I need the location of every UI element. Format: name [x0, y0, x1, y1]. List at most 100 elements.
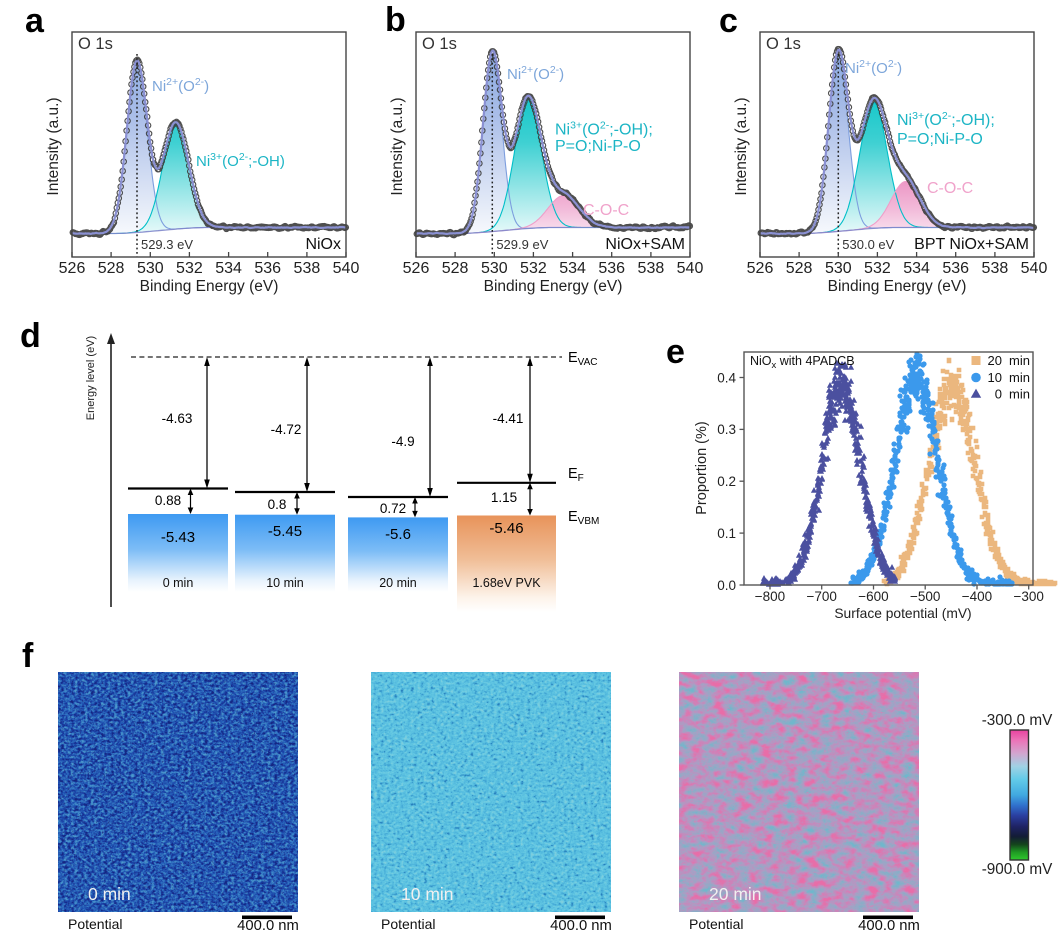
svg-text:532: 532: [864, 260, 891, 277]
svg-text:10 min: 10 min: [401, 884, 454, 904]
svg-text:0.1: 0.1: [717, 526, 736, 541]
svg-text:Ni3+(O2-;-OH): Ni3+(O2-;-OH): [196, 151, 285, 170]
svg-text:Ni3+(O2-;-OH);: Ni3+(O2-;-OH);: [555, 120, 653, 139]
svg-text:526: 526: [747, 260, 774, 277]
svg-text:min: min: [1009, 370, 1030, 385]
svg-text:528: 528: [98, 260, 125, 277]
svg-text:528: 528: [786, 260, 813, 277]
svg-text:0.8: 0.8: [268, 497, 287, 512]
svg-text:Binding Energy (eV): Binding Energy (eV): [140, 278, 279, 295]
svg-text:Proportion (%): Proportion (%): [694, 421, 710, 514]
svg-text:C-O-C: C-O-C: [927, 180, 973, 197]
svg-text:538: 538: [982, 260, 1009, 277]
svg-text:540: 540: [1021, 260, 1048, 277]
svg-text:530: 530: [481, 260, 508, 277]
svg-text:0.3: 0.3: [717, 422, 736, 437]
svg-text:534: 534: [215, 260, 242, 277]
svg-text:−500: −500: [910, 589, 940, 604]
svg-text:-300.0 mV: -300.0 mV: [982, 712, 1053, 729]
svg-text:Intensity (a.u.): Intensity (a.u.): [389, 97, 406, 195]
svg-text:b: b: [385, 1, 406, 39]
svg-text:536: 536: [254, 260, 281, 277]
svg-text:Potential: Potential: [689, 916, 743, 932]
svg-text:530.0 eV: 530.0 eV: [842, 237, 894, 252]
svg-text:Ni2+(O2-): Ni2+(O2-): [152, 76, 209, 95]
svg-text:-4.9: -4.9: [391, 434, 414, 449]
svg-text:538: 538: [294, 260, 321, 277]
svg-text:Intensity (a.u.): Intensity (a.u.): [733, 97, 750, 195]
svg-text:−700: −700: [806, 589, 836, 604]
svg-text:O 1s: O 1s: [766, 35, 801, 53]
svg-text:P=O;Ni-P-O: P=O;Ni-P-O: [897, 131, 983, 148]
svg-text:400.0 nm: 400.0 nm: [858, 918, 920, 934]
svg-text:-4.41: -4.41: [493, 411, 524, 426]
svg-text:a: a: [25, 2, 45, 40]
svg-text:-5.46: -5.46: [489, 520, 523, 537]
svg-text:Energy level (eV): Energy level (eV): [85, 336, 97, 420]
svg-text:532: 532: [176, 260, 203, 277]
svg-text:529.9 eV: 529.9 eV: [496, 237, 548, 252]
svg-text:-4.63: -4.63: [162, 411, 193, 426]
svg-text:NiOx+SAM: NiOx+SAM: [605, 236, 685, 253]
svg-text:540: 540: [333, 260, 360, 277]
svg-text:f: f: [22, 637, 34, 675]
svg-text:0 min: 0 min: [88, 884, 131, 904]
svg-text:10 min: 10 min: [266, 576, 304, 590]
svg-text:536: 536: [598, 260, 625, 277]
svg-text:Potential: Potential: [381, 916, 435, 932]
svg-text:Binding Energy (eV): Binding Energy (eV): [828, 278, 967, 295]
svg-text:EVBM: EVBM: [568, 509, 599, 527]
svg-text:-4.72: -4.72: [271, 422, 302, 437]
svg-text:Surface potential (mV): Surface potential (mV): [834, 606, 971, 621]
svg-text:400.0 nm: 400.0 nm: [550, 918, 612, 934]
svg-text:0.72: 0.72: [380, 501, 406, 516]
svg-text:534: 534: [903, 260, 930, 277]
svg-text:Ni3+(O2-;-OH);: Ni3+(O2-;-OH);: [897, 110, 995, 129]
svg-text:d: d: [20, 317, 41, 355]
svg-text:534: 534: [559, 260, 586, 277]
svg-text:0.2: 0.2: [717, 474, 736, 489]
svg-text:−400: −400: [962, 589, 992, 604]
svg-text:Ni2+(O2-): Ni2+(O2-): [845, 58, 902, 77]
svg-text:530: 530: [137, 260, 164, 277]
svg-text:-900.0 mV: -900.0 mV: [982, 861, 1053, 878]
svg-text:BPT NiOx+SAM: BPT NiOx+SAM: [914, 236, 1029, 253]
svg-text:c: c: [719, 2, 738, 40]
svg-text:Binding Energy (eV): Binding Energy (eV): [484, 278, 623, 295]
svg-text:0.0: 0.0: [717, 578, 736, 593]
svg-text:min: min: [1009, 353, 1030, 368]
svg-text:NiOx: NiOx: [305, 236, 341, 253]
svg-text:EF: EF: [568, 466, 584, 484]
svg-text:538: 538: [638, 260, 665, 277]
svg-text:528: 528: [442, 260, 469, 277]
svg-text:e: e: [666, 333, 685, 371]
svg-text:0 min: 0 min: [163, 576, 194, 590]
svg-text:Intensity (a.u.): Intensity (a.u.): [45, 97, 62, 195]
svg-text:530: 530: [825, 260, 852, 277]
svg-text:1.15: 1.15: [491, 490, 517, 505]
svg-text:20 min: 20 min: [709, 884, 762, 904]
svg-text:C-O-C: C-O-C: [583, 202, 629, 219]
svg-text:−800: −800: [755, 589, 785, 604]
svg-text:400.0 nm: 400.0 nm: [237, 918, 299, 934]
svg-text:-5.43: -5.43: [161, 529, 195, 546]
svg-text:Ni2+(O2-): Ni2+(O2-): [507, 64, 564, 83]
svg-text:NiOx with 4PADCB: NiOx with 4PADCB: [750, 354, 855, 371]
svg-text:EVAC: EVAC: [568, 350, 598, 368]
svg-text:−300: −300: [1013, 589, 1043, 604]
svg-text:0: 0: [995, 387, 1002, 402]
svg-text:0.4: 0.4: [717, 370, 736, 385]
svg-text:20: 20: [988, 353, 1002, 368]
svg-text:-5.45: -5.45: [268, 523, 302, 540]
svg-text:0.88: 0.88: [155, 493, 181, 508]
svg-text:min: min: [1009, 387, 1030, 402]
svg-text:10: 10: [988, 370, 1002, 385]
svg-text:536: 536: [942, 260, 969, 277]
svg-text:529.3 eV: 529.3 eV: [141, 237, 193, 252]
svg-text:526: 526: [59, 260, 86, 277]
svg-text:Potential: Potential: [68, 916, 122, 932]
svg-text:−600: −600: [858, 589, 888, 604]
svg-text:540: 540: [677, 260, 704, 277]
svg-text:20 min: 20 min: [379, 576, 417, 590]
svg-text:O 1s: O 1s: [422, 35, 457, 53]
